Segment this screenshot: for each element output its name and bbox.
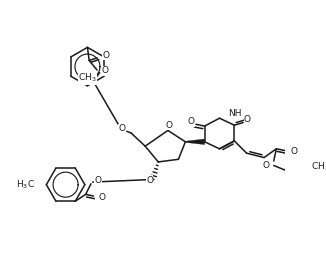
Text: H$_3$C: H$_3$C — [16, 178, 35, 191]
Text: O: O — [187, 117, 194, 126]
Polygon shape — [185, 139, 205, 145]
Text: NH: NH — [228, 109, 242, 118]
Text: O: O — [290, 147, 297, 156]
Text: O: O — [165, 121, 172, 130]
Text: CH$_3$: CH$_3$ — [311, 160, 326, 172]
Text: O: O — [102, 51, 109, 60]
Text: O: O — [99, 193, 106, 202]
Text: O: O — [262, 161, 269, 170]
Text: O: O — [119, 124, 126, 133]
Text: CH$_3$: CH$_3$ — [78, 72, 97, 84]
Text: O: O — [95, 176, 101, 185]
Text: O: O — [146, 176, 153, 185]
Text: O: O — [101, 66, 109, 76]
Text: O: O — [244, 115, 251, 124]
